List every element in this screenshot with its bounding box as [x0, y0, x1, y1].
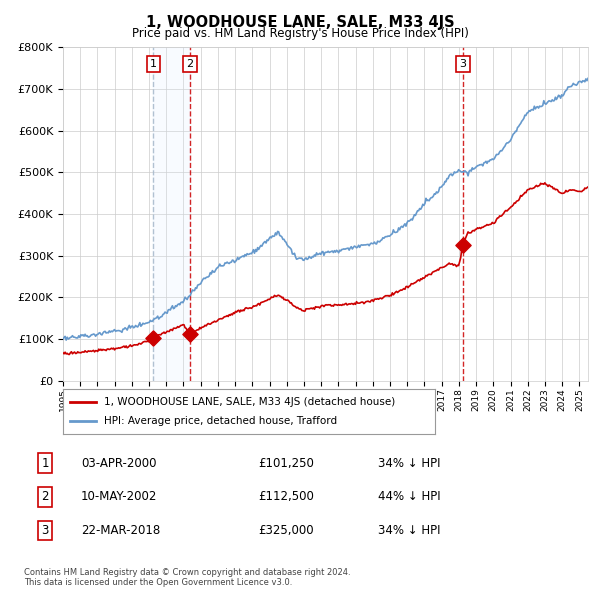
Text: 3: 3 — [41, 524, 49, 537]
Text: Contains HM Land Registry data © Crown copyright and database right 2024.
This d: Contains HM Land Registry data © Crown c… — [24, 568, 350, 587]
Bar — [154, 47, 190, 381]
Text: 44% ↓ HPI: 44% ↓ HPI — [378, 490, 440, 503]
Point — [149, 333, 158, 343]
Text: 2: 2 — [186, 59, 193, 69]
Text: £112,500: £112,500 — [258, 490, 314, 503]
Text: 1, WOODHOUSE LANE, SALE, M33 4JS (detached house): 1, WOODHOUSE LANE, SALE, M33 4JS (detach… — [104, 397, 395, 407]
Text: 3: 3 — [459, 59, 466, 69]
Text: 10-MAY-2002: 10-MAY-2002 — [81, 490, 157, 503]
Text: 34% ↓ HPI: 34% ↓ HPI — [378, 457, 440, 470]
Text: 03-APR-2000: 03-APR-2000 — [81, 457, 157, 470]
Text: £325,000: £325,000 — [258, 524, 314, 537]
Text: Price paid vs. HM Land Registry's House Price Index (HPI): Price paid vs. HM Land Registry's House … — [131, 27, 469, 40]
Point — [185, 329, 194, 339]
Text: 1: 1 — [150, 59, 157, 69]
Text: 34% ↓ HPI: 34% ↓ HPI — [378, 524, 440, 537]
Text: HPI: Average price, detached house, Trafford: HPI: Average price, detached house, Traf… — [104, 417, 337, 426]
Text: 22-MAR-2018: 22-MAR-2018 — [81, 524, 160, 537]
Text: £101,250: £101,250 — [258, 457, 314, 470]
Text: 1: 1 — [41, 457, 49, 470]
Text: 1, WOODHOUSE LANE, SALE, M33 4JS: 1, WOODHOUSE LANE, SALE, M33 4JS — [146, 15, 454, 30]
Text: 2: 2 — [41, 490, 49, 503]
Point — [458, 240, 467, 250]
